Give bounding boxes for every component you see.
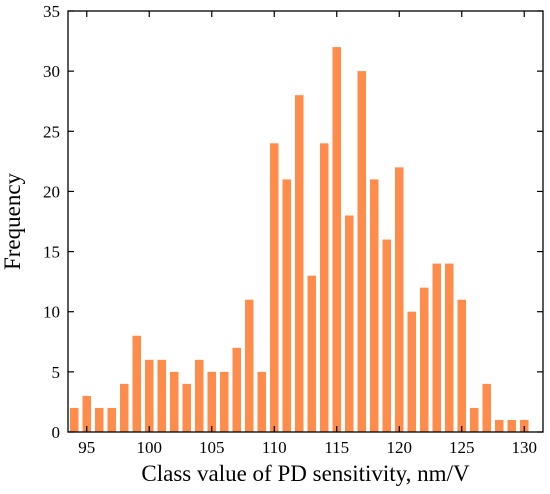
x-tick-label: 110 [262,438,287,457]
bar [207,371,216,432]
bar [195,359,204,432]
x-tick-label: 130 [512,438,538,457]
x-axis-label: Class value of PD sensitivity, nm/V [141,461,470,486]
bar [95,407,104,432]
bar [232,347,241,432]
bar [282,179,291,432]
bar [157,359,166,432]
bar [320,143,329,433]
y-tick-label: 0 [52,423,61,442]
bar [457,299,466,432]
x-tick-label: 125 [449,438,475,457]
bar [332,47,341,432]
bar [270,143,279,433]
bar [470,407,479,432]
bar [107,407,116,432]
bar [482,383,491,432]
bar [395,167,404,432]
x-tick-label: 95 [78,438,95,457]
bar [345,215,354,432]
bar [82,395,91,432]
y-tick-label: 5 [52,363,61,382]
x-axis-ticks: 95 100 105 110 115 120 125 130 [78,11,537,457]
bar [257,371,266,432]
bar [182,383,191,432]
bar [170,371,179,432]
y-tick-label: 25 [43,122,60,141]
bar [407,311,416,432]
bar [520,419,529,432]
bar [295,95,304,432]
bar [220,371,229,432]
bar [495,419,504,432]
x-tick-label: 105 [199,438,225,457]
bar [382,239,391,432]
y-axis-label: Frequency [0,172,25,270]
bar [245,299,254,432]
bar [145,359,154,432]
bar [420,287,429,432]
x-tick-label: 120 [387,438,413,457]
plot-frame [67,10,544,433]
y-axis-ticks: 0 5 10 15 20 25 30 35 [43,2,543,442]
bar [70,407,79,432]
bar [507,419,516,432]
bar [120,383,129,432]
y-tick-label: 10 [43,303,60,322]
x-tick-label: 115 [324,438,349,457]
bar [432,263,441,432]
y-tick-label: 30 [43,62,60,81]
bar [357,71,366,433]
bar-series [70,47,529,433]
bar [132,335,141,432]
bar [370,179,379,432]
bar [445,263,454,432]
y-tick-label: 35 [43,2,60,21]
y-tick-label: 15 [43,243,60,262]
bar [307,275,316,432]
y-tick-label: 20 [43,182,60,201]
x-tick-label: 100 [137,438,163,457]
